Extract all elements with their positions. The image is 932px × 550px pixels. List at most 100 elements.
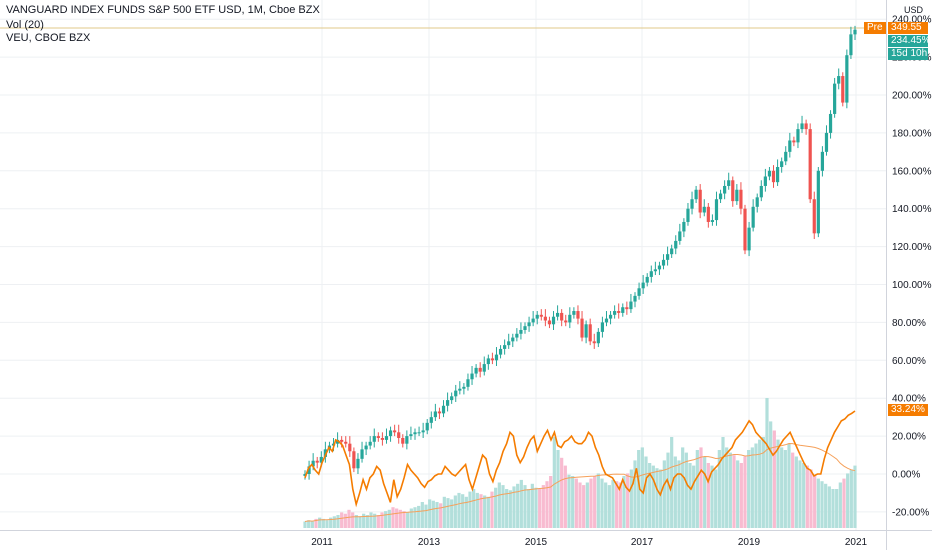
candle [486,354,490,370]
candle [401,434,405,448]
candle-body [323,449,327,457]
candle-body [315,460,319,463]
candle [307,460,311,480]
candle-body [445,400,450,406]
y-tick-label: 200.00% [892,91,932,102]
volume-bar [354,515,358,528]
legend-compare-symbol[interactable]: VEU, CBOE BZX [6,32,91,44]
candle-body [551,316,556,325]
volume-bar [380,512,384,528]
candle [555,305,560,321]
candle-body [311,460,315,467]
volume-bar [644,456,648,528]
candle-body [462,386,466,389]
volume-bar [552,437,556,528]
candle-body [694,189,698,200]
volume-bar [607,485,611,528]
candle [576,305,580,325]
candle [572,307,576,319]
candle [792,136,796,147]
volume-bar [842,478,846,528]
volume-bar [717,450,721,528]
candle [482,356,486,376]
candle [352,447,356,473]
candle [417,426,421,437]
volume-bar [431,500,435,528]
volume-bar [684,452,688,528]
candle [425,419,429,435]
candle [429,411,433,429]
candle-body [755,197,759,207]
volume-bar [776,439,780,528]
x-axis[interactable]: 2011 2013 2015 2017 2019 2021 [311,537,867,548]
candle [384,428,389,444]
volume-bar [369,512,373,528]
candle [784,146,788,166]
volume-bar [618,482,622,528]
candlestick-series [303,25,857,480]
legend-main-symbol[interactable]: VANGUARD INDEX FUNDS S&P 500 ETF USD, 1M… [6,4,320,16]
candle [470,365,474,385]
volume-bar [600,478,604,528]
candle [584,320,588,344]
candle-body [397,432,401,438]
candle-body [409,434,413,437]
legend-volume[interactable]: Vol (20) [6,19,44,31]
candle-body [503,345,507,349]
candle [727,172,731,190]
x-tick-label: 2013 [418,537,441,548]
candle [507,333,511,349]
candle-body [771,170,776,183]
candle-body [319,456,323,463]
volume-ma-line [304,442,856,522]
y-tick-label: -20.00% [892,507,929,518]
candle-body [686,208,690,222]
candle-body [429,417,433,423]
currency-label[interactable]: USD [904,5,924,15]
candle [816,167,820,238]
candle [450,392,454,404]
candle [498,345,503,359]
candle [527,316,531,332]
candle-body [352,451,356,469]
volume-bar [578,482,582,528]
candle-body [572,311,576,315]
volume-bar [710,465,714,528]
volume-bar [398,509,402,528]
candle-body [845,55,849,103]
volume-bar [611,479,615,528]
volume-bar [681,447,685,528]
volume-bar [310,521,314,528]
candle-body [470,373,474,380]
candle [441,400,446,418]
candle-body [474,367,478,374]
candle-body [649,271,653,277]
volume-bar [794,456,798,528]
candle-body [775,167,780,183]
candle [397,424,401,444]
volume-bar [373,513,377,528]
volume-bar [512,486,516,528]
candle-body [751,206,755,228]
candle [731,176,735,207]
volume-bar [750,447,754,528]
candle [714,191,719,226]
volume-bar [706,463,710,528]
candle-body [816,170,820,234]
volume-bar [516,483,520,528]
y-axis[interactable]: 240.00%220.00%200.00%180.00%160.00%140.0… [886,0,932,550]
candle-body [808,129,812,200]
candle-body [723,185,727,194]
candle [344,436,348,448]
candle-body [437,411,442,414]
candle-body [547,320,552,325]
volume-bar [699,447,703,528]
volume-bar [758,439,762,528]
candle [780,157,784,173]
volume-bar [483,495,487,528]
candle [625,301,629,315]
candle [535,311,539,325]
y-tick-label: 160.00% [892,166,932,177]
candle [833,77,837,118]
